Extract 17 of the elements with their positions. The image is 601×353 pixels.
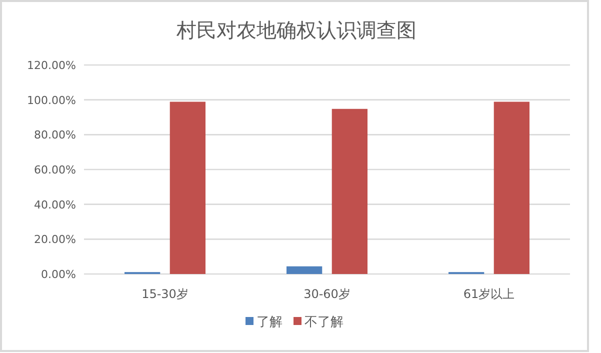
x-tick-label: 30-60岁	[304, 287, 350, 301]
y-tick-label: 20.00%	[34, 233, 76, 246]
bar	[170, 102, 206, 274]
legend-label: 了解	[256, 315, 282, 330]
x-tick-label: 15-30岁	[142, 287, 188, 301]
y-tick-label: 0.00%	[41, 268, 76, 281]
chart-title: 村民对农地确权认识调查图	[176, 18, 416, 42]
y-tick-label: 40.00%	[34, 198, 76, 212]
legend-label: 不了解	[304, 315, 344, 330]
y-tick-label: 100.00%	[27, 94, 76, 107]
x-tick-label: 61岁以上	[463, 287, 515, 301]
y-tick-label: 60.00%	[34, 164, 76, 176]
bar	[494, 102, 530, 274]
y-tick-label: 120.00%	[27, 59, 76, 72]
y-tick-label: 80.00%	[34, 128, 76, 142]
bar	[332, 108, 368, 274]
bar	[286, 266, 322, 274]
